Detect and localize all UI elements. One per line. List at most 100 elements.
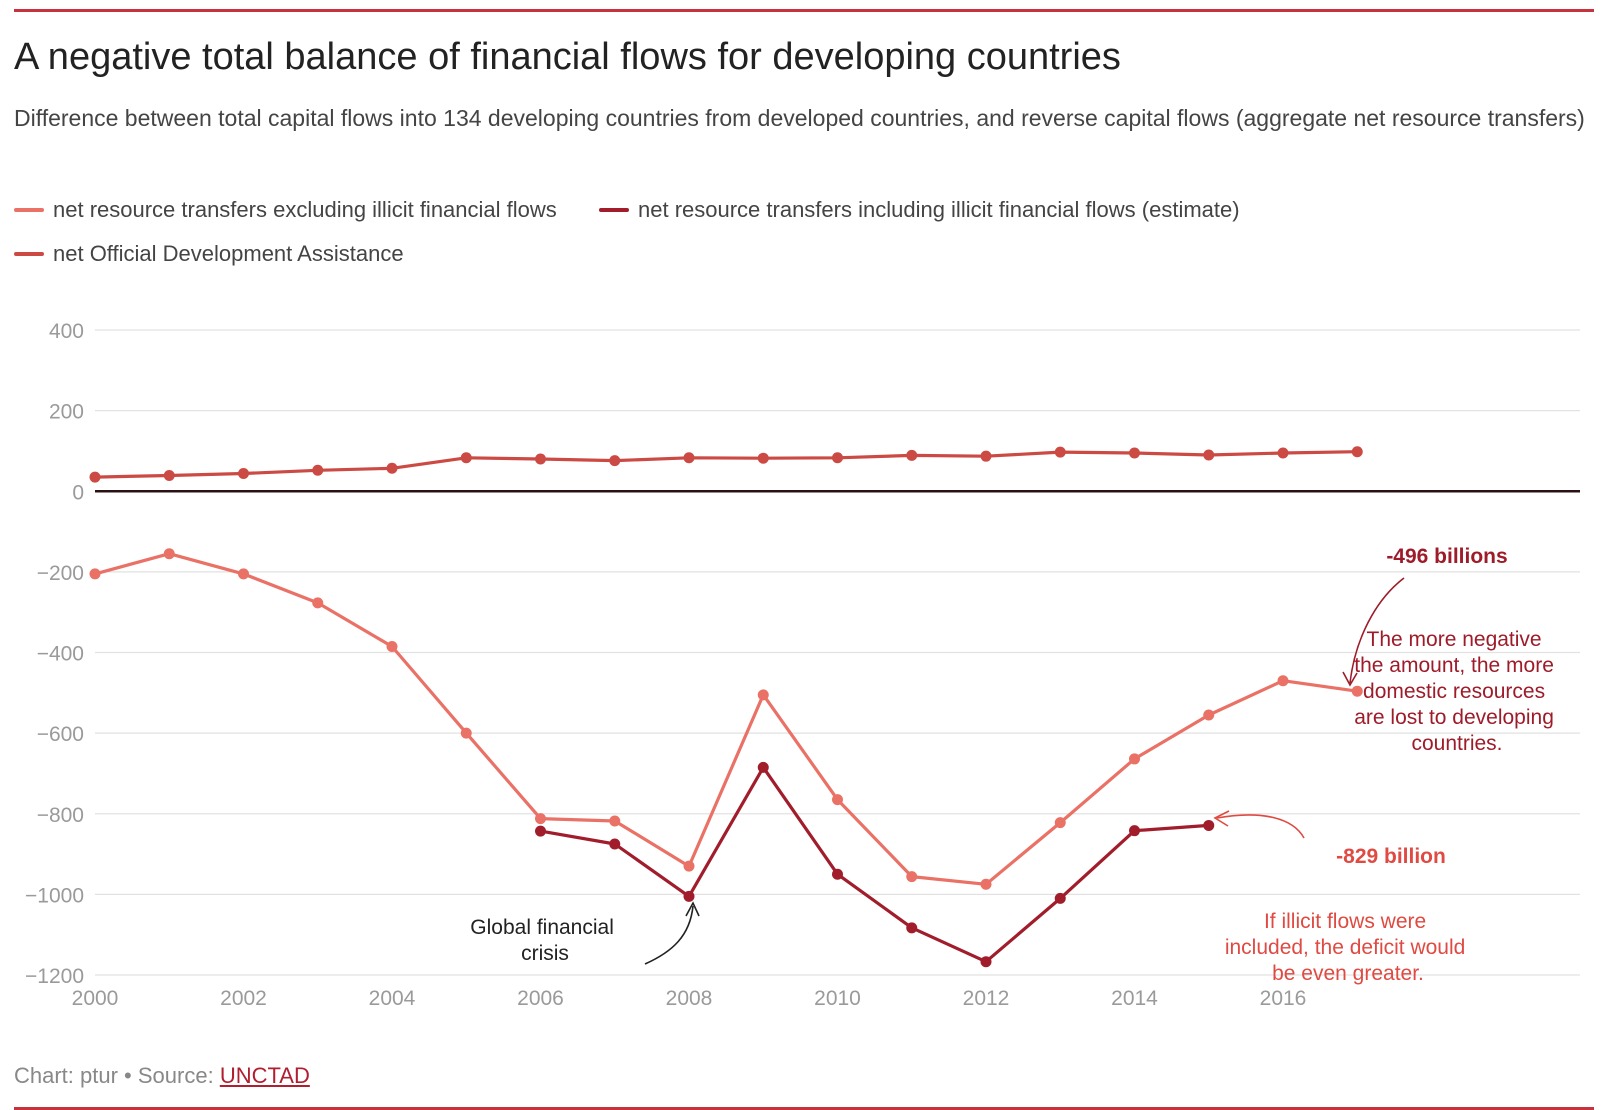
data-point <box>312 464 324 476</box>
data-point <box>89 471 101 483</box>
y-tick-label: −1200 <box>25 965 84 988</box>
annotation-829-arrow <box>1216 814 1305 839</box>
data-point <box>832 794 843 806</box>
data-point <box>1277 447 1289 459</box>
x-tick-label: 2016 <box>1260 987 1307 1010</box>
grid-lines <box>95 329 1580 976</box>
data-point <box>980 450 992 462</box>
bottom-rule <box>14 1107 1594 1110</box>
data-point <box>980 878 992 890</box>
x-tick-label: 2006 <box>517 987 564 1010</box>
footer-source-label: Source: <box>137 1063 220 1088</box>
legend-label-including: net resource transfers including illicit… <box>638 197 1240 222</box>
data-point <box>312 597 324 609</box>
data-point <box>238 468 249 480</box>
data-point <box>460 727 472 739</box>
annotation-illicit-note: If illicit flows were included, the defi… <box>1225 910 1471 985</box>
x-tick-label: 2000 <box>72 987 119 1010</box>
data-point <box>609 838 621 850</box>
x-tick-label: 2002 <box>220 987 267 1010</box>
y-tick-label: −200 <box>37 562 84 585</box>
x-tick-label: 2004 <box>369 987 416 1010</box>
y-tick-label: −600 <box>37 723 84 746</box>
series-line-0 <box>93 552 1359 886</box>
data-point <box>757 761 769 773</box>
footer-separator: • <box>117 1063 138 1088</box>
annotation-negative-note: The more negative the amount, the more d… <box>1354 628 1559 755</box>
data-point <box>1129 753 1140 765</box>
data-point <box>238 568 249 580</box>
annotation-crisis-arrowhead <box>685 901 700 917</box>
x-axis-ticks: 2000 2002 2004 2006 2008 2010 2012 2014 2016 <box>72 987 1307 1010</box>
data-point <box>609 455 621 467</box>
annotation-496-arrowhead <box>1342 671 1358 687</box>
data-point <box>163 548 175 560</box>
legend-swatch-including <box>599 208 629 212</box>
footer-credit: Chart: ptur <box>14 1063 118 1088</box>
legend-item-including: net resource transfers including illicit… <box>599 197 1240 223</box>
data-point <box>1203 819 1215 831</box>
data-point <box>535 453 546 465</box>
data-point <box>1129 825 1140 837</box>
data-point <box>1129 447 1140 459</box>
data-point <box>1203 709 1215 721</box>
data-point <box>1203 449 1215 461</box>
data-point <box>163 470 175 482</box>
source-link[interactable]: UNCTAD <box>219 1063 310 1088</box>
annotation-financial-crisis: Global financial crisis <box>470 916 619 965</box>
y-tick-label: 400 <box>49 320 84 343</box>
x-tick-label: 2008 <box>666 987 713 1010</box>
x-tick-label: 2012 <box>963 987 1010 1010</box>
data-point <box>757 452 769 464</box>
y-tick-label: −800 <box>37 804 84 827</box>
y-tick-label: 0 <box>72 481 84 504</box>
annotation-496-arrow <box>1349 577 1405 684</box>
y-tick-label: 200 <box>49 401 84 424</box>
y-axis-ticks: 400 200 0 −200 −400 −600 −800 −1000 −1200 <box>25 320 84 988</box>
y-tick-label: −400 <box>37 643 84 666</box>
series-lines <box>89 446 1363 968</box>
data-point <box>906 922 918 934</box>
data-point <box>460 452 472 464</box>
data-point <box>683 890 695 902</box>
legend-label-excluding: net resource transfers excluding illicit… <box>53 197 557 222</box>
legend-swatch-excluding <box>14 208 44 212</box>
legend-item-oda: net Official Development Assistance <box>14 241 404 267</box>
data-point <box>832 868 843 880</box>
data-point <box>535 813 546 825</box>
data-point <box>1351 446 1363 458</box>
data-point <box>980 956 992 968</box>
chart-title: A negative total balance of financial fl… <box>14 36 1121 78</box>
data-point <box>906 449 918 461</box>
data-point <box>1054 446 1066 458</box>
legend-label-oda: net Official Development Assistance <box>53 241 404 266</box>
series-line-2 <box>93 450 1359 479</box>
data-point <box>609 815 621 827</box>
legend-item-excluding: net resource transfers excluding illicit… <box>14 197 557 223</box>
chart-subtitle: Difference between total capital flows i… <box>14 105 1585 131</box>
annotation-829-label: -829 billion <box>1336 845 1446 868</box>
data-point <box>1054 817 1066 829</box>
data-point <box>757 689 769 701</box>
data-point <box>386 462 398 474</box>
data-point <box>683 860 695 872</box>
annotation-829-arrowhead <box>1213 810 1230 827</box>
data-point <box>1351 685 1363 697</box>
top-rule <box>14 9 1594 12</box>
legend-swatch-oda <box>14 252 44 256</box>
y-tick-label: −1000 <box>25 884 84 907</box>
data-point <box>1277 675 1289 687</box>
annotation-crisis-arrow <box>644 905 694 965</box>
data-point <box>906 871 918 883</box>
data-point <box>1054 892 1066 904</box>
series-line-1 <box>538 765 1211 964</box>
data-point <box>386 640 398 652</box>
data-point <box>832 452 843 464</box>
data-point <box>535 825 546 837</box>
annotation-496-label: -496 billions <box>1386 545 1507 568</box>
x-tick-label: 2014 <box>1111 987 1158 1010</box>
data-point <box>683 452 695 464</box>
data-point <box>89 568 101 580</box>
x-tick-label: 2010 <box>814 987 861 1010</box>
